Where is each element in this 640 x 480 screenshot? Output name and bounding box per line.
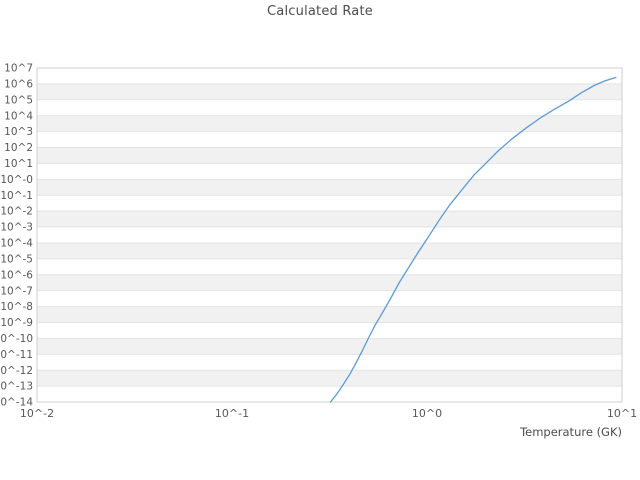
x-axis-title: Temperature (GK)	[520, 425, 622, 439]
decade-band	[37, 291, 622, 307]
decade-band	[37, 116, 622, 132]
y-tick-label: 10^-4	[0, 238, 33, 250]
y-tick-label: 10^-9	[0, 317, 33, 329]
decade-band	[37, 68, 622, 84]
y-tick-label: 10^-2	[0, 206, 33, 218]
chart-figure: Calculated Rate 10^7 10^6 10^5 10^4 10^3 10^2…	[0, 0, 640, 480]
decade-band	[37, 227, 622, 243]
y-tick-label: 10^3	[4, 126, 33, 138]
x-tick-label: 10^0	[412, 407, 442, 420]
y-axis-tick-labels: 10^7 10^6 10^5 10^4 10^3 10^2 10^1 10^-0 10^-1 10…	[0, 63, 33, 409]
x-axis-tick-labels: 10^-2 10^-1 10^0 10^1	[20, 407, 637, 420]
decade-band	[37, 322, 622, 338]
decade-band	[37, 195, 622, 211]
x-tick-label: 10^1	[607, 407, 637, 420]
y-tick-label: 10^-13	[0, 381, 33, 393]
decade-band	[37, 148, 622, 164]
decade-band	[37, 370, 622, 386]
decade-band	[37, 132, 622, 148]
y-tick-label: 10^2	[4, 142, 33, 154]
y-tick-label: 10^-11	[0, 349, 33, 361]
decade-band	[37, 338, 622, 354]
rate-plot: 10^710^610^510^410^310^210^110^-010^-110…	[0, 0, 640, 480]
y-tick-label: 10^-7	[0, 285, 33, 297]
decade-stripe-bands	[37, 68, 622, 402]
x-tick-label: 10^-1	[215, 407, 249, 420]
y-tick-label: 10^-10	[0, 333, 33, 345]
y-tick-label: 10^7	[4, 63, 33, 75]
y-tick-label: 10^-5	[0, 253, 33, 265]
y-tick-label: 10^4	[4, 110, 33, 122]
y-tick-label: 10^5	[4, 94, 33, 106]
y-tick-label: 10^-6	[0, 269, 33, 281]
x-tick-label: 10^-2	[20, 407, 54, 420]
y-tick-label: 10^-1	[0, 190, 33, 202]
decade-band	[37, 84, 622, 100]
decade-band	[37, 163, 622, 179]
y-tick-label: 10^-12	[0, 365, 33, 377]
decade-band	[37, 100, 622, 116]
y-tick-label: 10^-8	[0, 301, 33, 313]
y-tick-label: 10^-0	[0, 174, 33, 186]
y-tick-label: 10^-3	[0, 222, 33, 234]
chart-title: Calculated Rate	[0, 4, 640, 19]
decade-band	[37, 275, 622, 291]
y-tick-label: 10^6	[4, 79, 33, 91]
y-tick-label: 10^1	[4, 158, 33, 170]
decade-band	[37, 307, 622, 323]
decade-band	[37, 179, 622, 195]
decade-band	[37, 259, 622, 275]
decade-band	[37, 243, 622, 259]
decade-band	[37, 211, 622, 227]
decade-band	[37, 354, 622, 370]
decade-band	[37, 386, 622, 402]
